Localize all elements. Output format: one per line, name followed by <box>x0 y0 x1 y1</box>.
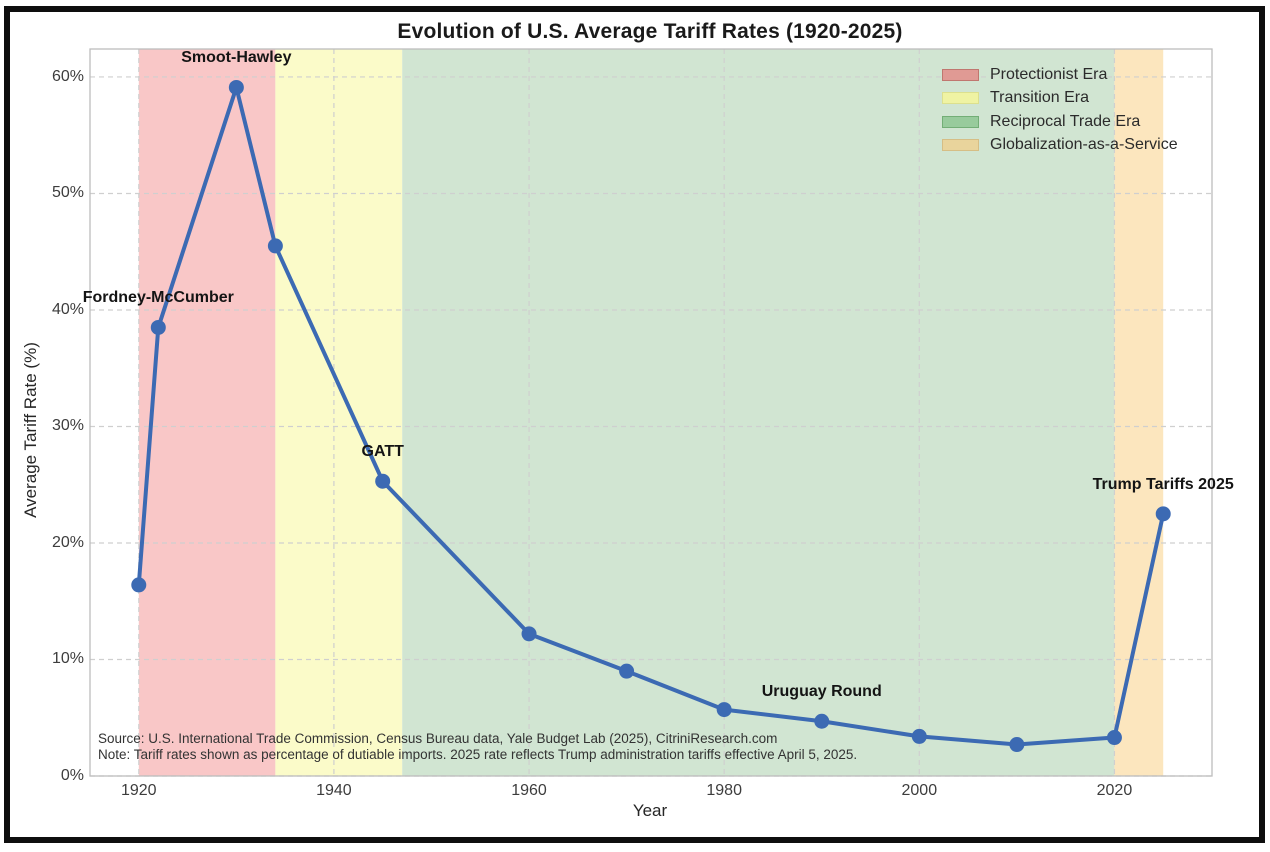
x-tick-label: 1980 <box>706 782 742 799</box>
legend-label: Globalization-as-a-Service <box>990 136 1178 154</box>
y-tick-label: 40% <box>51 300 84 318</box>
data-point-marker <box>814 713 830 729</box>
data-point-marker <box>228 79 244 95</box>
annotation-label: Smoot-Hawley <box>181 49 292 67</box>
legend-item: Globalization-as-a-Service <box>942 134 1178 158</box>
y-tick-label: 20% <box>51 533 84 551</box>
source-note-block: Source: U.S. International Trade Commiss… <box>98 731 857 762</box>
legend-label: Protectionist Era <box>990 65 1108 83</box>
note-line: Note: Tariff rates shown as percentage o… <box>98 746 858 762</box>
legend-item: Reciprocal Trade Era <box>942 110 1178 134</box>
legend-swatch-icon <box>942 139 979 152</box>
legend-item: Transition Era <box>942 87 1178 111</box>
x-tick-label: 2000 <box>901 782 938 799</box>
legend-swatch-icon <box>942 68 979 81</box>
y-tick-label: 50% <box>51 184 84 202</box>
x-tick-label: 1960 <box>511 782 547 799</box>
data-point-marker <box>267 238 283 254</box>
plot-border <box>89 48 1213 777</box>
data-point-marker <box>911 728 927 744</box>
era-band <box>275 49 403 776</box>
data-point-marker <box>1009 737 1025 753</box>
legend-label: Reciprocal Trade Era <box>990 112 1141 130</box>
chart-title: Evolution of U.S. Average Tariff Rates (… <box>397 20 903 43</box>
data-point-marker <box>1155 506 1171 522</box>
y-tick-label: 60% <box>51 67 84 85</box>
data-point-marker <box>521 626 537 642</box>
data-point-marker <box>375 473 391 489</box>
era-band <box>138 49 276 776</box>
data-point-marker <box>619 663 635 679</box>
x-tick-label: 1920 <box>120 782 157 799</box>
source-line: Source: U.S. International Trade Commiss… <box>98 731 778 746</box>
legend-item: Protectionist Era <box>942 63 1178 87</box>
annotation-label: GATT <box>361 443 404 461</box>
data-point-marker <box>150 319 166 335</box>
annotation-label: Trump Tariffs 2025 <box>1092 475 1234 493</box>
y-tick-label: 30% <box>51 417 84 435</box>
era-band <box>1114 49 1164 776</box>
y-tick-label: 0% <box>60 767 84 784</box>
data-point-marker <box>716 702 732 718</box>
annotation-label: Uruguay Round <box>761 683 882 701</box>
era-band <box>402 49 1115 776</box>
legend-label: Transition Era <box>990 89 1089 107</box>
x-tick-label: 2020 <box>1096 782 1133 799</box>
x-tick-label: 1940 <box>316 782 352 799</box>
annotation-label: Fordney-McCumber <box>82 289 234 307</box>
legend-swatch-icon <box>942 115 979 128</box>
x-axis-label: Year <box>632 801 668 820</box>
y-tick-label: 10% <box>51 650 84 668</box>
legend-swatch-icon <box>942 92 979 105</box>
era-legend: Protectionist Era Transition Era Reciproca… <box>942 63 1178 157</box>
data-point-marker <box>1106 730 1122 746</box>
data-point-marker <box>131 577 147 593</box>
